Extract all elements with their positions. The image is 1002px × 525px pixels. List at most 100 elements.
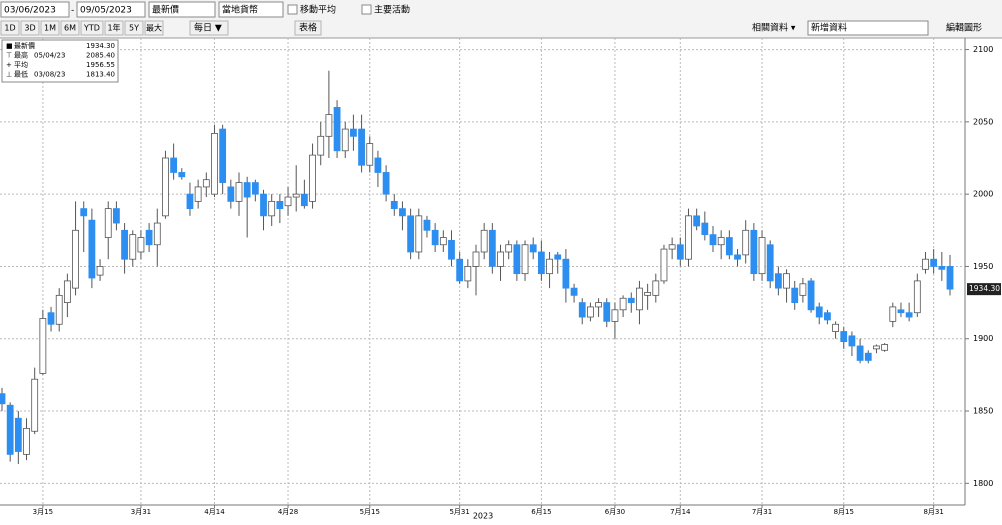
add-data-box[interactable] — [807, 20, 929, 36]
period-button[interactable] — [80, 20, 104, 36]
period-label[interactable]: 3D — [24, 24, 35, 33]
candle-body — [587, 306, 594, 318]
candle-body — [14, 417, 22, 452]
candle-body — [194, 186, 202, 202]
candle-body — [799, 283, 807, 296]
x-tick-label: 5月31 — [449, 508, 469, 516]
period-label[interactable]: 1D — [4, 24, 15, 33]
currency[interactable]: 當地貨幣 — [222, 4, 258, 16]
candle-body — [431, 229, 439, 246]
legend-label: 最低 — [14, 70, 28, 79]
period-label[interactable]: 1年 — [107, 23, 120, 33]
x-tick-label: 7月14 — [670, 508, 691, 516]
legend-marker: ⊥ — [6, 71, 12, 79]
candle-body — [63, 280, 71, 303]
candle-body — [162, 157, 169, 217]
candle-body — [268, 200, 276, 217]
period-button[interactable] — [20, 20, 40, 36]
candle-body — [889, 306, 897, 322]
period-label[interactable]: YTD — [83, 24, 100, 33]
date-to-box[interactable] — [76, 1, 146, 18]
candle-body — [137, 237, 145, 253]
period-button[interactable] — [60, 20, 80, 36]
y-tick-label: 1850 — [973, 407, 993, 416]
period-label[interactable]: 1M — [44, 24, 56, 33]
frequency[interactable]: 每日 ▼ — [194, 22, 222, 34]
candle-body — [562, 258, 570, 289]
candle-body — [701, 222, 709, 236]
frequency-box[interactable] — [189, 20, 229, 36]
candle-body — [619, 297, 627, 311]
x-tick-label: 8月31 — [923, 508, 943, 516]
candle-body — [317, 135, 325, 156]
candle-body — [104, 208, 112, 238]
period-button[interactable] — [124, 20, 144, 36]
candle-body — [284, 196, 292, 207]
candle-body — [644, 292, 652, 296]
y-tick-label: 2000 — [973, 190, 993, 199]
field[interactable]: 最新價 — [152, 4, 179, 16]
candle-body — [521, 244, 529, 275]
table[interactable]: 表格 — [299, 22, 317, 34]
candle-body — [578, 302, 586, 318]
edit-chart[interactable]: 編輯圖形 — [946, 22, 982, 34]
candle-body — [309, 154, 316, 202]
date-to[interactable]: 09/05/2023 — [80, 6, 132, 16]
candle-body — [6, 404, 14, 455]
candle-body — [742, 229, 750, 256]
candle-body — [840, 331, 848, 343]
candle-body — [88, 219, 96, 279]
x-tick-label: 8月15 — [834, 508, 854, 516]
candle-body — [211, 133, 218, 195]
y-tick-label: 1950 — [973, 262, 993, 271]
candle-body — [202, 179, 210, 188]
x-tick-label: 3月15 — [33, 508, 53, 516]
table-button[interactable] — [294, 20, 322, 36]
date-from[interactable]: 03/06/2023 — [4, 6, 56, 16]
candle-body — [39, 318, 47, 374]
candle-body — [350, 128, 357, 137]
currency-box[interactable] — [218, 1, 284, 18]
candle-body — [668, 244, 676, 250]
candle-body — [374, 157, 382, 173]
x-axis-label: 2023 — [473, 512, 493, 521]
add-data[interactable]: 新增資料 — [811, 22, 847, 34]
key-events[interactable]: 主要活動 — [374, 4, 410, 16]
candle-body — [80, 208, 88, 217]
candle-body — [676, 244, 684, 260]
candle-body — [113, 208, 120, 224]
period-button[interactable] — [40, 20, 60, 36]
legend-label: 平均 — [14, 60, 28, 69]
period-label[interactable]: 最大 — [146, 23, 162, 33]
legend-date: 05/04/23 — [34, 52, 65, 60]
date-sep: - — [71, 6, 74, 16]
x-tick-label: 4月14 — [204, 508, 225, 516]
candle-body — [750, 229, 758, 275]
candle-body — [415, 215, 423, 253]
candle-body — [219, 128, 227, 183]
candle-body — [693, 215, 701, 227]
x-tick-label: 4月28 — [278, 508, 298, 516]
period-button[interactable] — [0, 20, 20, 36]
candle-body — [96, 266, 104, 276]
candle-body — [725, 237, 733, 256]
candle-body — [758, 237, 766, 275]
candle-body — [480, 229, 488, 253]
candle-body — [807, 280, 815, 311]
candle-body — [774, 273, 782, 289]
candle-body — [300, 193, 308, 207]
candle-body — [766, 244, 774, 282]
moving-avg[interactable]: 移動平均 — [300, 4, 336, 16]
checkbox[interactable] — [361, 4, 372, 15]
related[interactable]: 相關資料 ▾ — [752, 22, 796, 34]
period-label[interactable]: 5Y — [129, 24, 139, 33]
period-button[interactable] — [144, 20, 164, 36]
checkbox[interactable] — [287, 4, 298, 15]
period-button[interactable] — [104, 20, 124, 36]
field-box[interactable] — [148, 1, 216, 18]
date-from-box[interactable] — [0, 1, 70, 18]
period-label[interactable]: 6M — [64, 24, 76, 33]
candle-body — [439, 237, 447, 246]
candle-body — [227, 186, 235, 202]
